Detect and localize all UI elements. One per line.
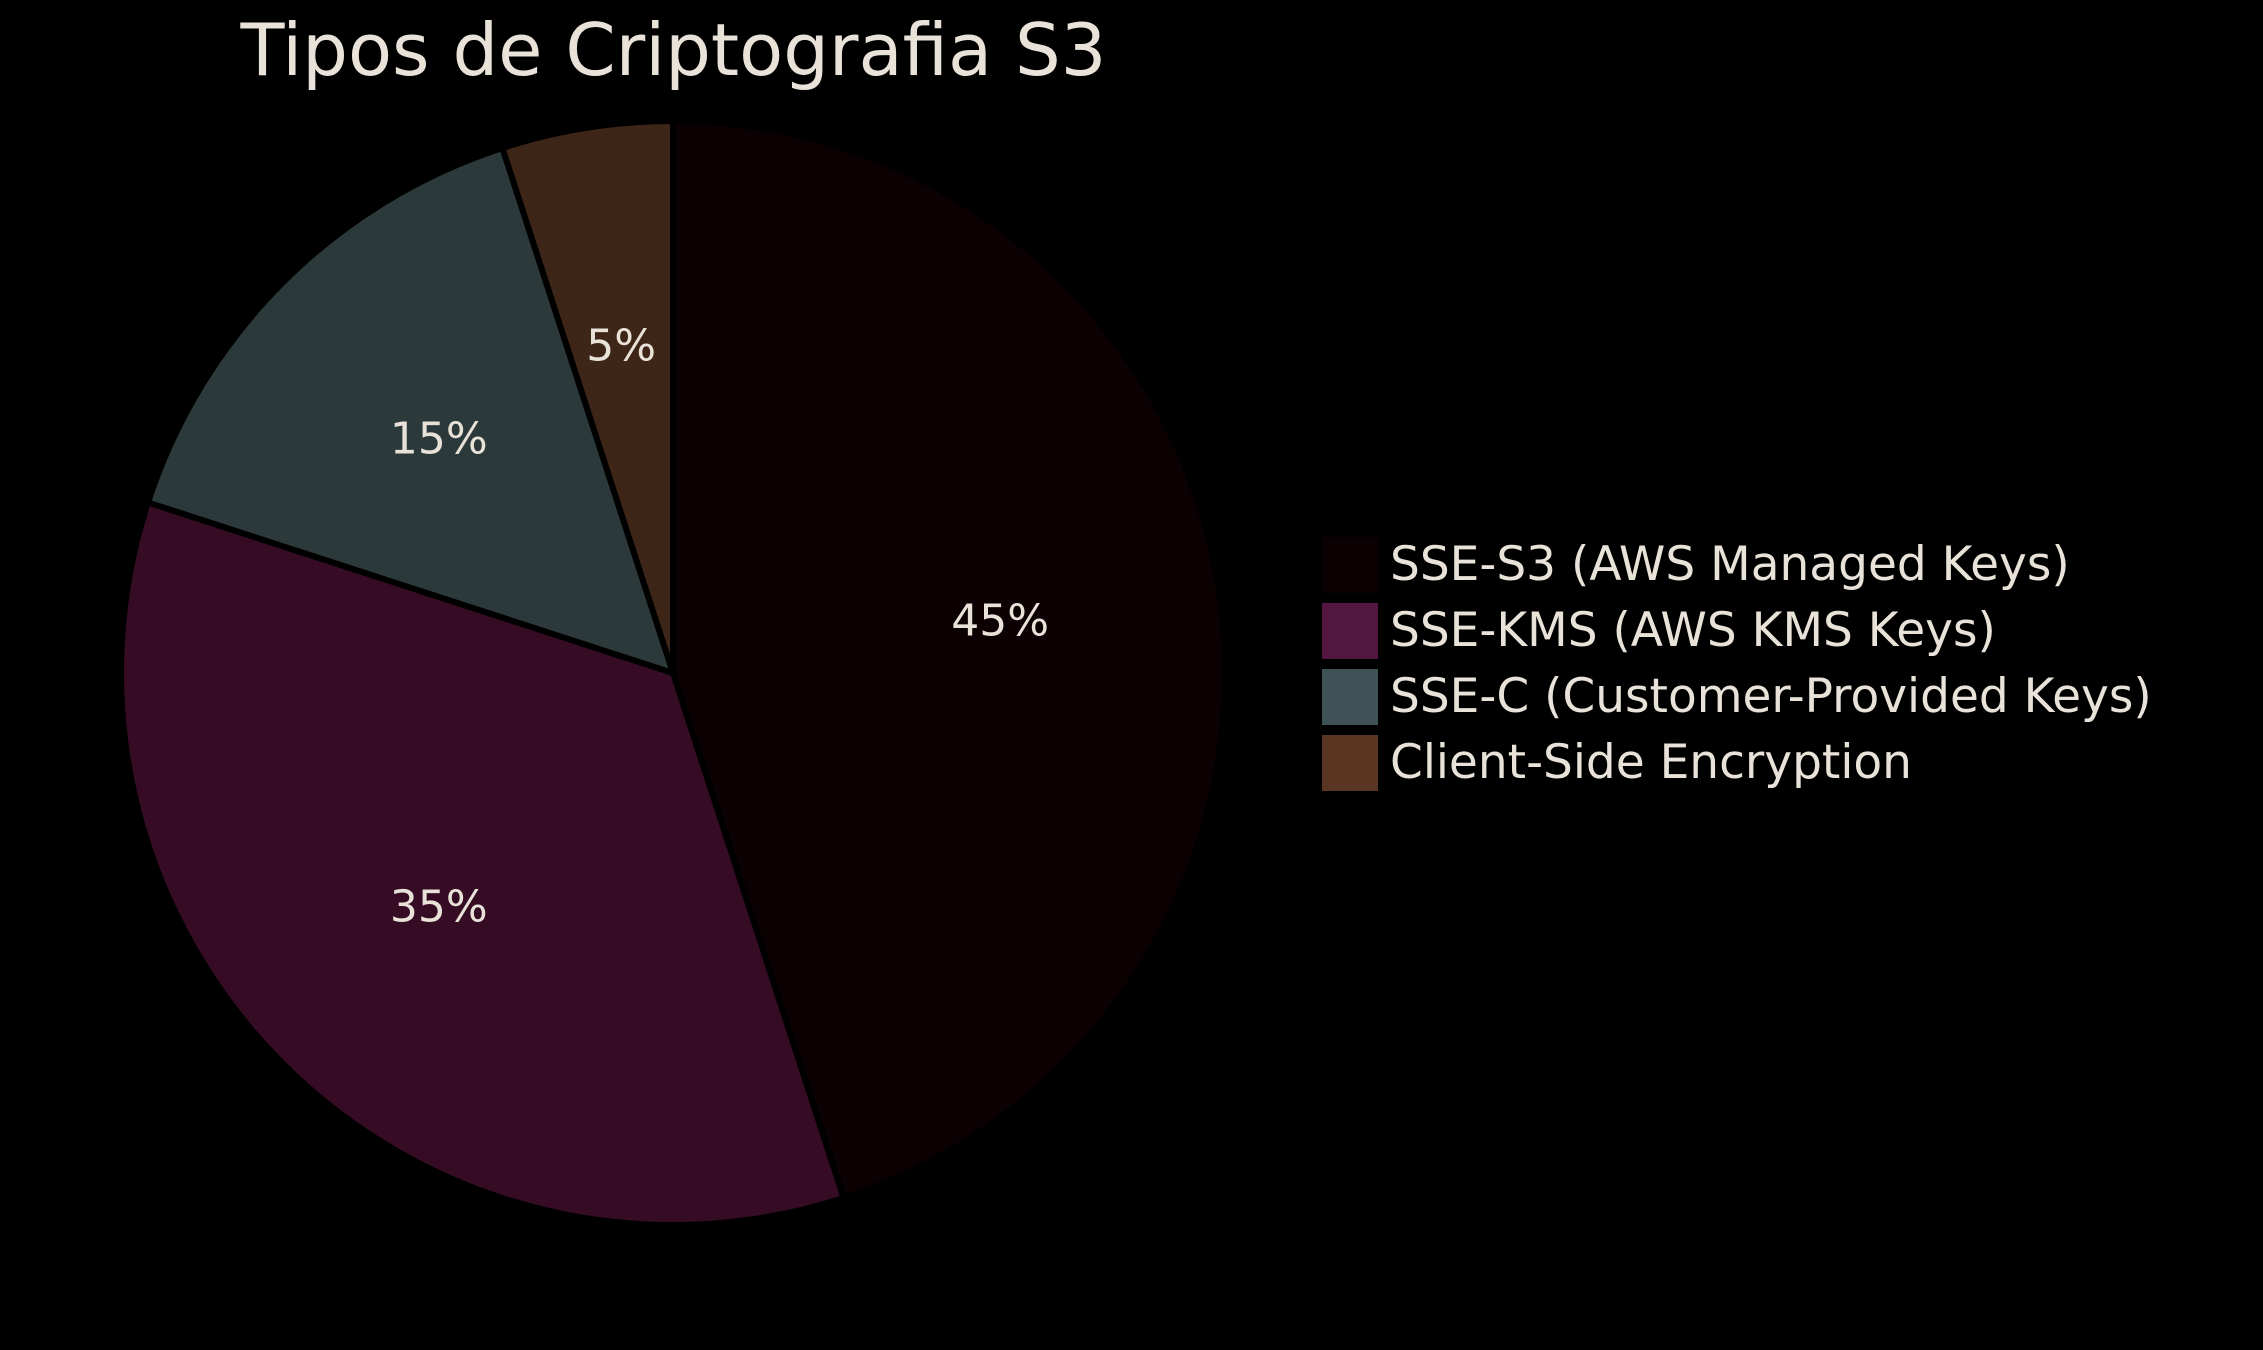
legend: SSE-S3 (AWS Managed Keys) SSE-KMS (AWS KM… [1322,532,2152,796]
legend-swatch [1322,735,1378,791]
pie-slice-2 [118,499,847,1228]
legend-item-1: SSE-S3 (AWS Managed Keys) [1322,532,2152,598]
legend-item-2: SSE-KMS (AWS KMS Keys) [1322,598,2152,664]
pie-slice-1 [670,118,1228,1201]
pie-slice-label-2: 35% [390,882,488,933]
pie-slice-3 [145,145,676,676]
legend-label: Client-Side Encryption [1390,735,1912,790]
legend-label: SSE-KMS (AWS KMS Keys) [1390,603,1996,658]
pie-slice-label-3: 15% [390,413,488,464]
chart-title: Tipos de Criptografia S3 [240,8,1107,92]
pie-slice-4 [499,118,676,676]
legend-swatch [1322,669,1378,725]
legend-label: SSE-S3 (AWS Managed Keys) [1390,537,2070,592]
legend-item-3: SSE-C (Customer-Provided Keys) [1322,664,2152,730]
legend-swatch [1322,603,1378,659]
pie-slice-label-4: 5% [586,320,656,371]
legend-label: SSE-C (Customer-Provided Keys) [1390,669,2152,724]
pie-chart: 45% 35% 15% 5% [118,118,1228,1228]
pie-slices [118,118,1228,1228]
legend-swatch [1322,537,1378,593]
legend-item-4: Client-Side Encryption [1322,730,2152,796]
pie-labels: 45% 35% 15% 5% [390,320,1049,932]
pie-slice-label-1: 45% [951,596,1049,647]
